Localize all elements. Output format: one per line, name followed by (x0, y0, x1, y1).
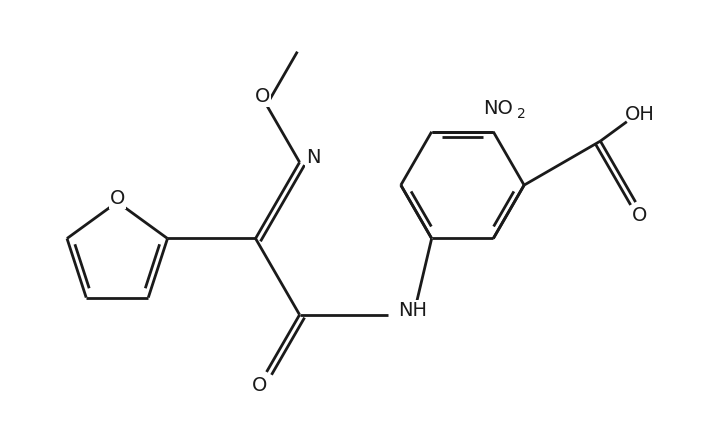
Text: OH: OH (625, 105, 655, 124)
Text: O: O (254, 87, 270, 106)
Text: N: N (306, 148, 320, 168)
Text: 2: 2 (517, 107, 526, 121)
Text: NO: NO (483, 99, 513, 118)
Text: O: O (252, 376, 267, 395)
Text: O: O (633, 206, 648, 225)
Text: O: O (109, 189, 125, 208)
Text: NH: NH (398, 301, 427, 320)
